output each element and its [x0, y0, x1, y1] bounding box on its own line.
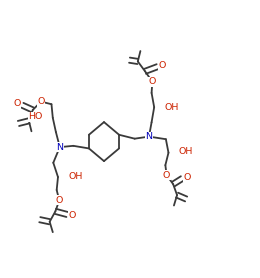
Text: N: N — [56, 143, 63, 152]
Text: O: O — [163, 171, 170, 180]
Text: OH: OH — [68, 172, 83, 181]
Text: HO: HO — [28, 113, 42, 121]
Text: OH: OH — [165, 103, 179, 112]
Text: O: O — [149, 77, 156, 86]
Text: N: N — [146, 132, 152, 141]
Text: O: O — [69, 211, 76, 220]
Text: OH: OH — [179, 147, 193, 157]
Text: O: O — [56, 196, 63, 205]
Text: O: O — [183, 173, 191, 182]
Text: O: O — [37, 97, 45, 106]
Text: O: O — [14, 99, 21, 108]
Text: O: O — [159, 61, 166, 70]
